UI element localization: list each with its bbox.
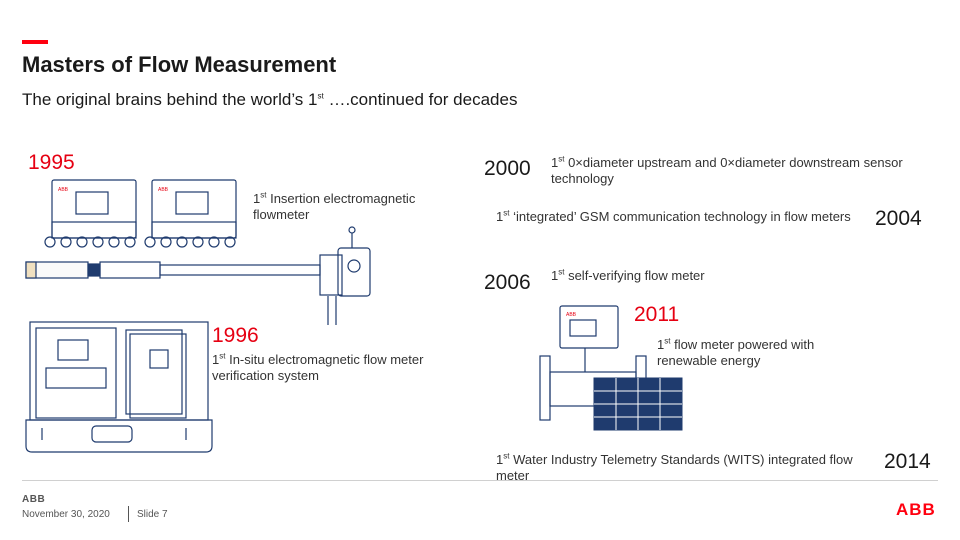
milestone-year: 1996 [212, 324, 259, 347]
verification-case-icon [25, 321, 213, 453]
milestone-description: 1st Insertion electromagnetic flowmeter [253, 190, 416, 222]
transmitter-icon: ABB [144, 179, 237, 248]
slide-number: Slide 7 [137, 509, 168, 520]
milestone-year: 2004 [875, 207, 922, 230]
milestone-description: 1st flow meter powered with renewable en… [657, 336, 815, 368]
milestone-description: 1st self-verifying flow meter [551, 267, 705, 283]
insertion-probe-icon [25, 226, 371, 325]
solar-flowmeter-icon: ABB [539, 305, 683, 431]
footer-logo: ABB [22, 494, 46, 505]
page-title: Masters of Flow Measurement [22, 52, 337, 77]
brand-logo: ABB [896, 500, 936, 519]
milestone-year: 2000 [484, 157, 531, 180]
milestone-description: 1st ‘integrated’ GSM communication techn… [496, 208, 851, 224]
milestone-year: 2014 [884, 450, 931, 473]
milestone-description: 1st Water Industry Telemetry Standards (… [496, 451, 853, 483]
footer-separator [128, 506, 129, 522]
svg-text:ABB: ABB [58, 187, 69, 193]
milestone-year: 2006 [484, 271, 531, 294]
transmitter-icon: ABB [44, 179, 137, 248]
milestone-description: 1st 0×diameter upstream and 0×diameter d… [551, 154, 903, 186]
milestone-year: 1995 [28, 151, 75, 174]
milestone-description: 1st In-situ electromagnetic flow meter v… [212, 351, 424, 383]
footer-date: November 30, 2020 [22, 509, 110, 520]
footer-divider [22, 480, 938, 481]
milestone-year: 2011 [634, 303, 680, 326]
accent-bar [22, 40, 48, 44]
page-subtitle: The original brains behind the world’s 1… [22, 90, 518, 109]
svg-text:ABB: ABB [158, 187, 169, 193]
svg-text:ABB: ABB [566, 312, 577, 318]
